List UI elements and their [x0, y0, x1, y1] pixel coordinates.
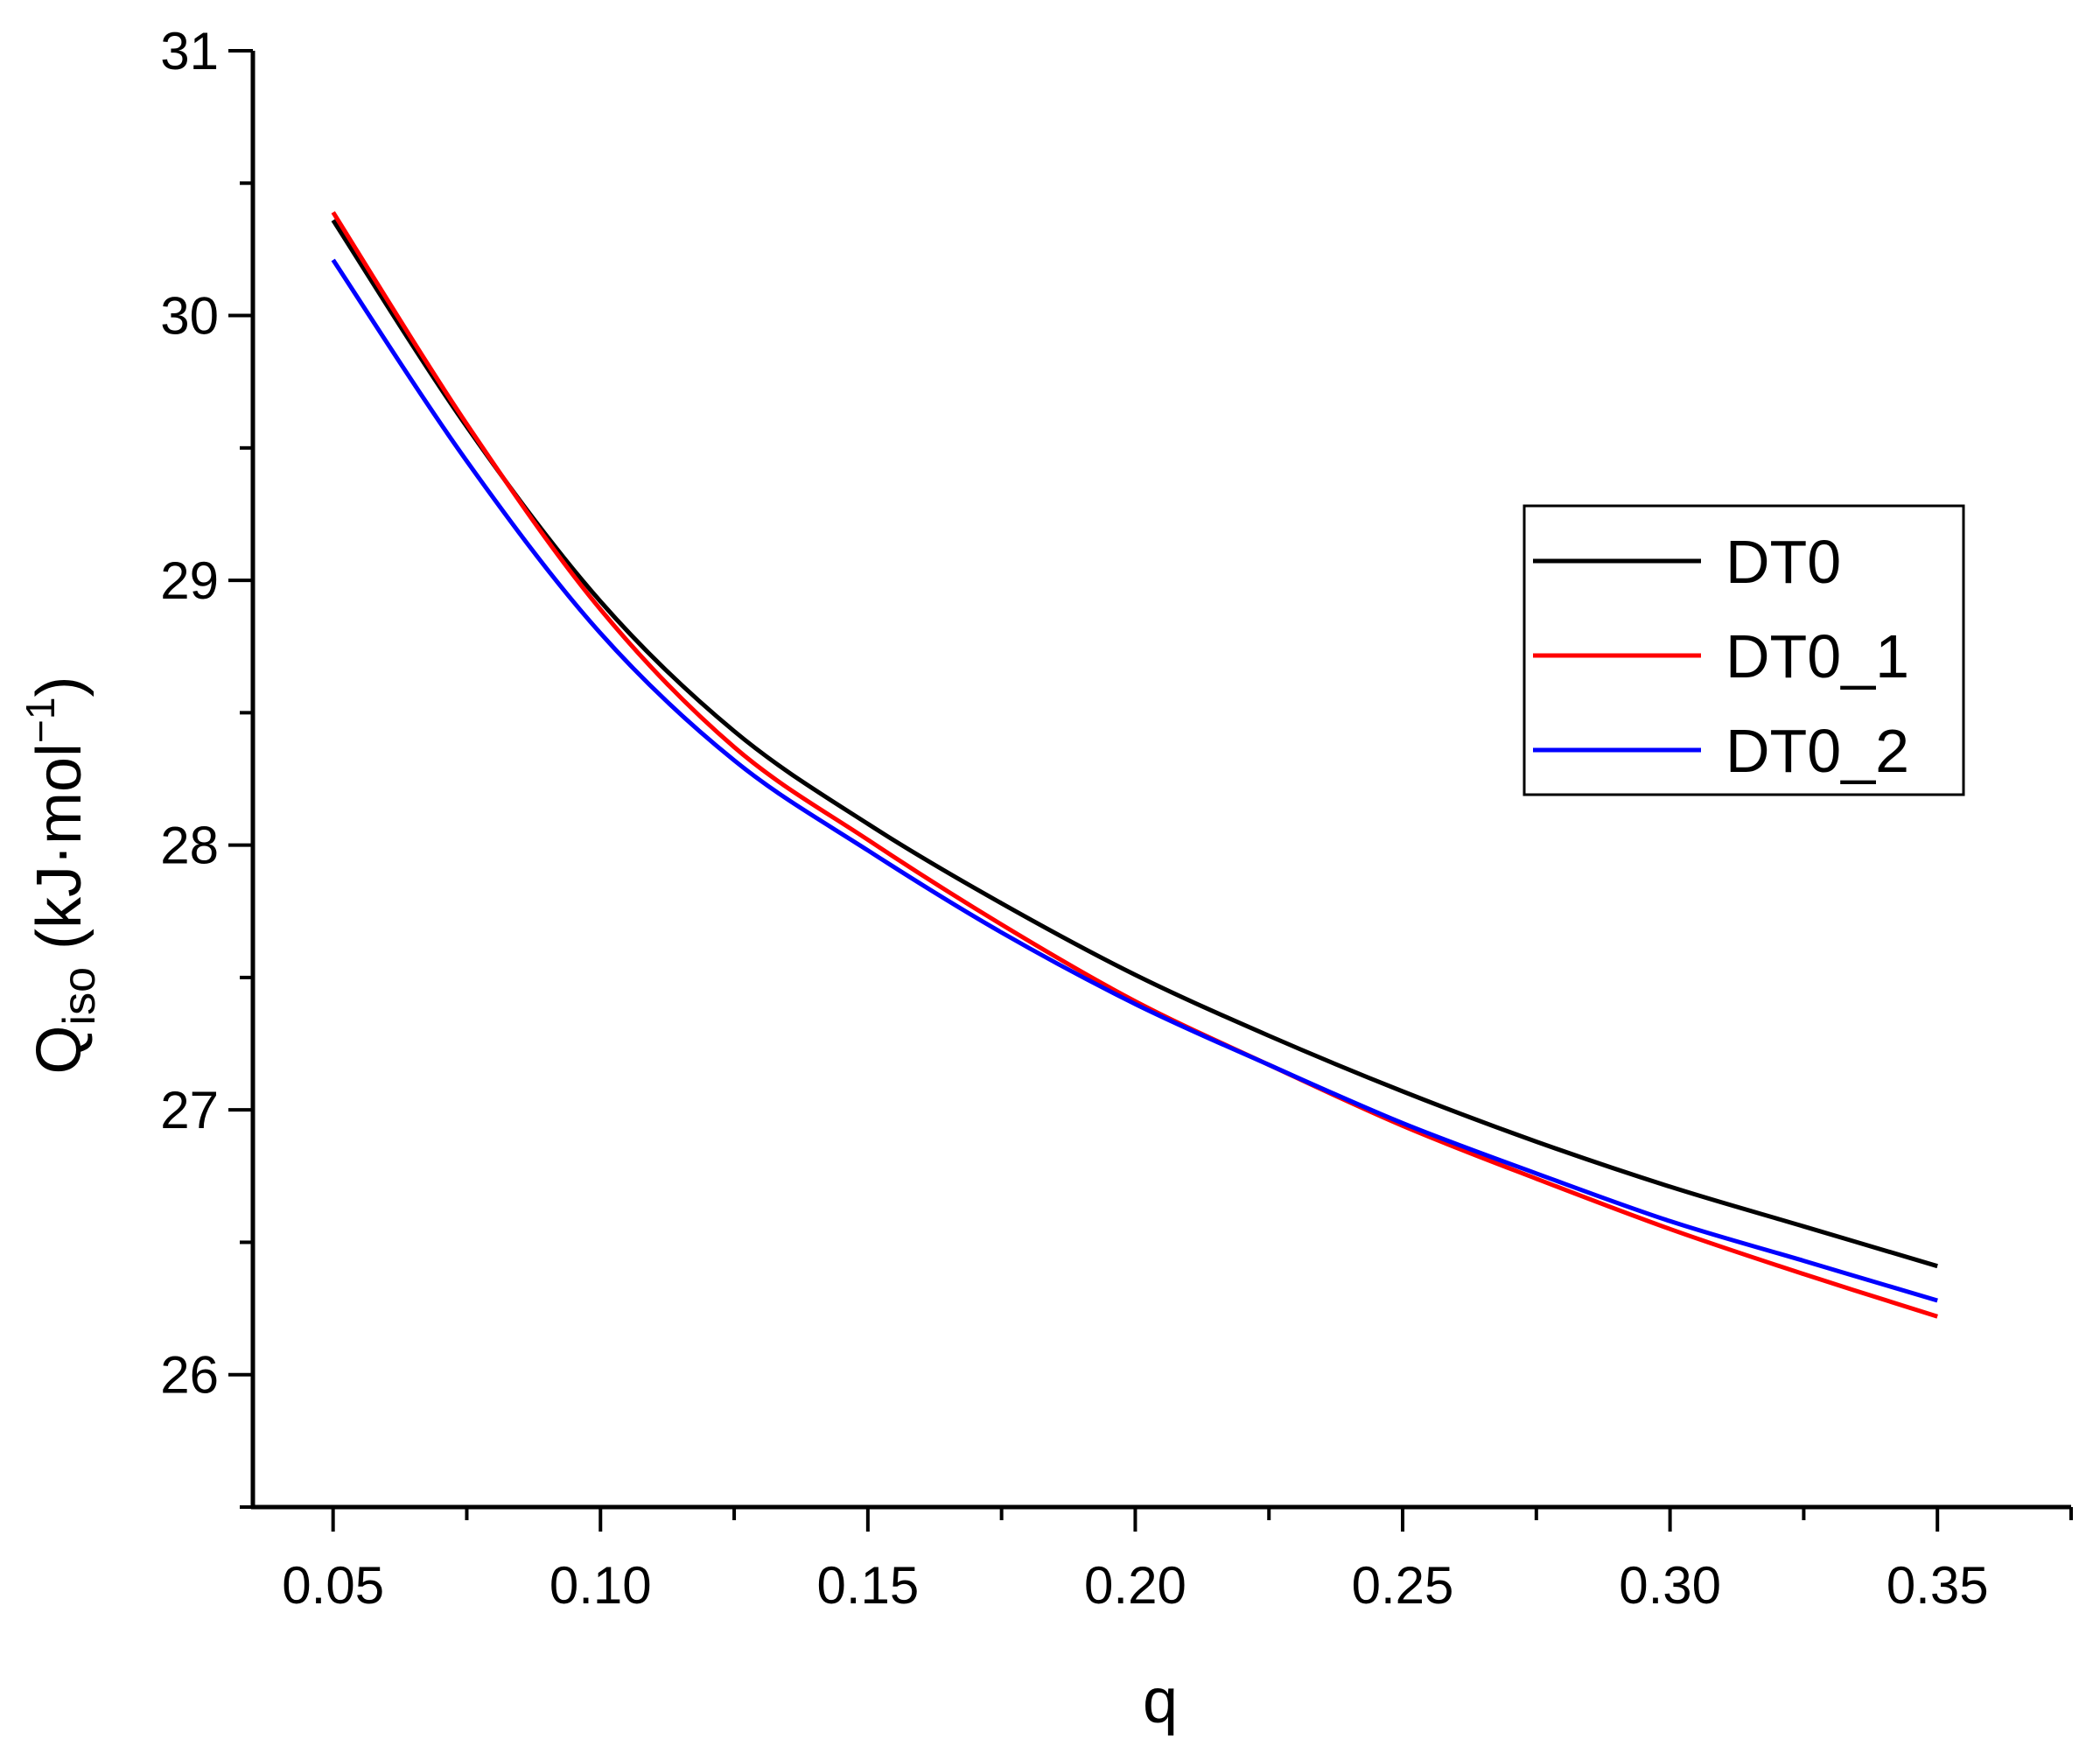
y-axis-title: Qiso (kJ·mol−1): [18, 677, 105, 1075]
y-tick-label: 31: [160, 22, 219, 81]
svg-text:Qiso (kJ·mol−1): Qiso (kJ·mol−1): [18, 677, 105, 1075]
y-axis-title-base: Q: [24, 1025, 94, 1074]
series-line-dt0-2: [331, 258, 1938, 1303]
axes: 0.05 0.10 0.15 0.20 0.25 0.30 0.35 26 27 28 29 30 31: [160, 22, 2073, 1615]
y-axis-title-unit: (kJ·mol: [24, 743, 94, 967]
y-tick-label: 28: [160, 817, 219, 875]
y-tick-label: 27: [160, 1081, 219, 1139]
y-axis-title-subscript: iso: [54, 967, 105, 1025]
x-tick-label: 0.30: [1619, 1556, 1721, 1615]
x-tick-label: 0.05: [282, 1556, 384, 1615]
x-tick-label: 0.15: [816, 1556, 919, 1615]
plot-area: [331, 211, 1938, 1319]
x-tick-label: 0.25: [1352, 1556, 1454, 1615]
series-line-dt0: [331, 219, 1938, 1269]
x-axis-title: q: [1143, 1666, 1178, 1736]
x-tick-label: 0.20: [1084, 1556, 1186, 1615]
y-tick-label: 26: [160, 1346, 219, 1405]
legend-box: [1522, 504, 1965, 796]
legend-label-dt0-2: DT0_2: [1726, 717, 1909, 785]
legend-label-dt0-1: DT0_1: [1726, 622, 1909, 691]
y-tick-label: 30: [160, 287, 219, 346]
series-line-dt0-1: [331, 211, 1938, 1319]
x-tick-label: 0.10: [550, 1556, 652, 1615]
x-tick-label: 0.35: [1886, 1556, 1989, 1615]
y-axis-title-close: ): [24, 677, 94, 698]
legend-label-dt0: DT0: [1726, 528, 1841, 596]
legend: DT0 DT0_1 DT0_2: [1522, 504, 1965, 796]
y-tick-label: 29: [160, 551, 219, 610]
y-axis-title-superscript: −1: [18, 698, 63, 743]
